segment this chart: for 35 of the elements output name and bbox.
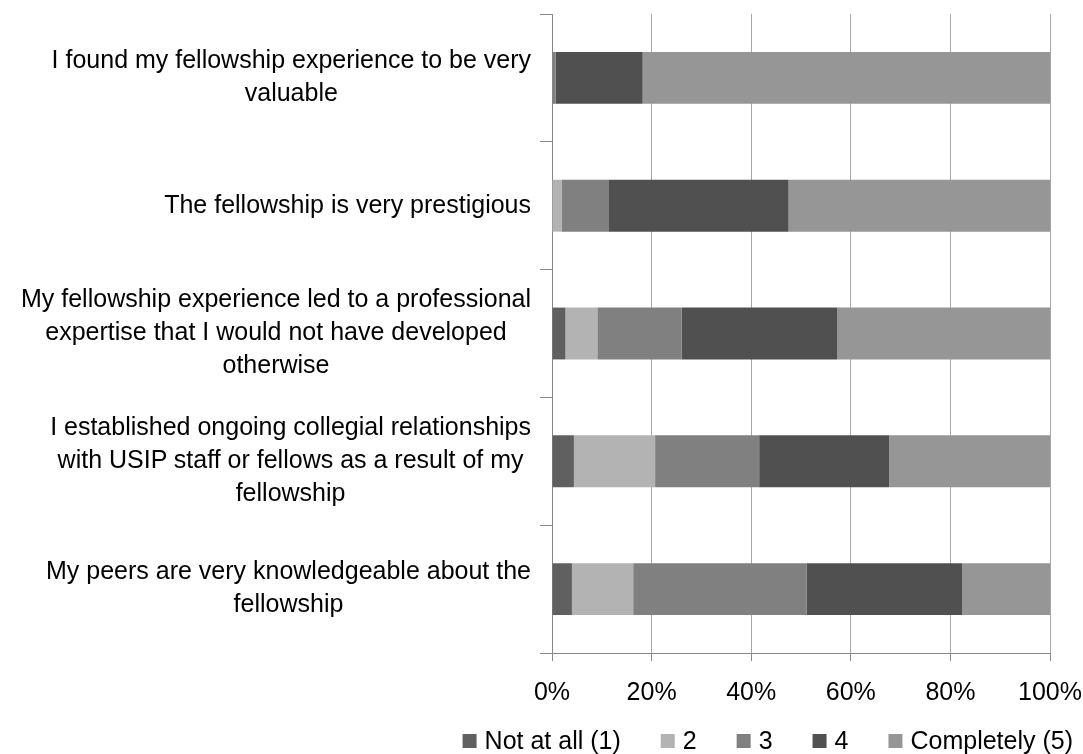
bar	[806, 563, 963, 616]
x-tick-label: 100%	[1018, 676, 1082, 705]
bar	[655, 435, 760, 488]
bar	[633, 563, 807, 616]
bar	[681, 307, 838, 360]
legend-label: 3	[758, 725, 773, 754]
bar	[608, 179, 789, 232]
bar	[571, 563, 634, 616]
y-tick-label: My peers are very knowledgeable about the fellowship	[45, 556, 531, 618]
legend-label: Not at all (1)	[484, 725, 621, 754]
bar	[759, 435, 890, 488]
bar	[889, 435, 1050, 488]
bar	[597, 307, 682, 360]
bar	[561, 179, 609, 232]
bar	[552, 563, 572, 616]
legend-label: 4	[834, 725, 849, 754]
y-tick-label: I established ongoing collegial relationships with USIP staff or fellows as a result of my fellowship	[50, 412, 531, 507]
x-tick-label: 80%	[925, 676, 976, 705]
y-tick-label: The fellowship is very prestigious	[164, 189, 531, 218]
bar	[837, 307, 1050, 360]
y-tick-label: My fellowship experience led to a professional expertise that I would not have developed otherwise	[21, 284, 531, 379]
x-tick-label: 60%	[825, 676, 876, 705]
x-tick-label: 40%	[726, 676, 777, 705]
x-tick-label: 20%	[626, 676, 677, 705]
legend-label: 2	[682, 725, 697, 754]
bar	[788, 179, 1050, 232]
bar	[642, 51, 1050, 104]
legend-label: Completely (5)	[910, 725, 1074, 754]
x-tick-label: 0%	[533, 676, 571, 705]
bar	[962, 563, 1050, 616]
bar	[552, 307, 566, 360]
bar	[552, 435, 574, 488]
bar	[555, 51, 643, 104]
y-tick-label: I found my fellowship experience to be very valuable	[51, 45, 532, 107]
bar	[565, 307, 598, 360]
